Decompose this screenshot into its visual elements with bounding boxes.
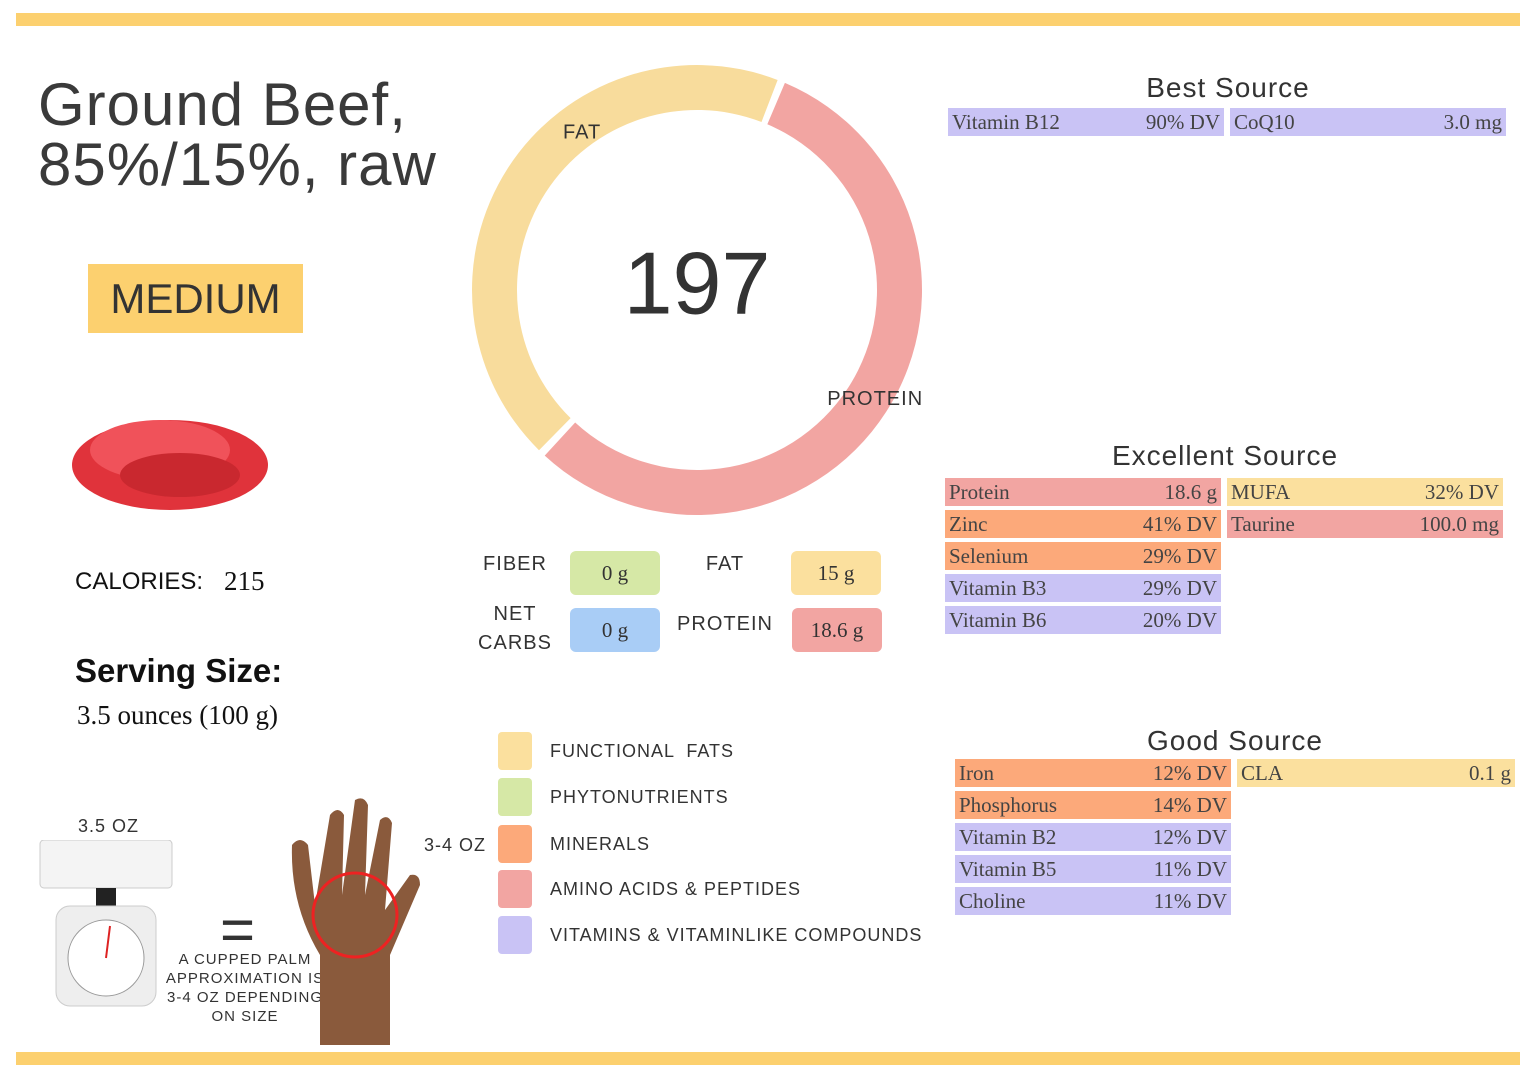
nutrient-value: 90% DV — [1145, 109, 1220, 134]
nutrient-name: MUFA — [1231, 479, 1291, 504]
nutrient-name: Taurine — [1231, 511, 1295, 536]
calories-label: CALORIES: — [75, 568, 204, 595]
note-line: A CUPPED PALM — [178, 951, 312, 968]
nutrient-row: MUFA 32% DV — [1227, 478, 1503, 506]
title: 85%/15%, raw — [38, 131, 437, 198]
legend-swatch — [498, 732, 532, 770]
hand-image — [291, 798, 420, 1045]
legend-label: FUNCTIONAL FATS — [550, 741, 735, 761]
nutrient-name: Protein — [949, 479, 1010, 504]
nutrient-name: Vitamin B6 — [949, 607, 1047, 632]
donut-label: PROTEIN — [827, 388, 923, 410]
scale-label: 3.5 OZ — [78, 816, 140, 836]
title: Ground Beef, — [38, 71, 407, 138]
macro-value: 0 g — [570, 551, 660, 595]
macro-label: NET CARBS — [478, 603, 552, 654]
nutrient-value: 11% DV — [1153, 888, 1227, 913]
nutrient-value: 12% DV — [1152, 824, 1227, 849]
nutrient-value: 18.6 g — [1164, 479, 1218, 504]
nutrient-name: CLA — [1241, 760, 1283, 785]
top-bar — [16, 13, 1520, 26]
legend-label: PHYTONUTRIENTS — [550, 787, 729, 807]
legend-label: MINERALS — [550, 834, 651, 854]
nutrient-row: CLA 0.1 g — [1237, 759, 1515, 787]
nutrient-name: Vitamin B3 — [949, 575, 1047, 600]
legend-swatch — [498, 870, 532, 908]
nutrient-value: 32% DV — [1424, 479, 1499, 504]
serving-label: Serving Size: — [75, 652, 283, 689]
nutrient-name: CoQ10 — [1234, 109, 1295, 134]
nutrient-row: Selenium 29% DV — [945, 542, 1221, 570]
legend-swatch — [498, 825, 532, 863]
note-line: APPROXIMATION IS — [165, 970, 325, 987]
nutrient-name: Phosphorus — [959, 792, 1058, 817]
hand-label: 3-4 OZ — [424, 835, 487, 855]
scale-image — [39, 840, 173, 1007]
section-title: Best Source — [1146, 72, 1310, 103]
nutrient-value: 20% DV — [1142, 607, 1217, 632]
nutrient-row: Zinc 41% DV — [945, 510, 1221, 538]
nutrient-row: Iron 12% DV — [955, 759, 1231, 787]
donut-center: 197 — [624, 233, 771, 332]
macro-label: FIBER — [483, 553, 547, 575]
nutrient-name: Iron — [959, 760, 994, 785]
nutrient-name: Zinc — [949, 511, 988, 536]
donut-segment — [544, 82, 922, 515]
nutrient-value: 12% DV — [1152, 760, 1227, 785]
equals: = — [220, 896, 256, 963]
macro-label: FAT — [705, 553, 745, 575]
serving-value: 3.5 ounces (100 g) — [77, 700, 278, 730]
beef-image — [72, 420, 268, 510]
badge: MEDIUM — [88, 264, 303, 333]
donut-label: FAT — [563, 122, 601, 144]
section-title: Good Source — [1147, 725, 1323, 756]
nutrient-row: Protein 18.6 g — [945, 478, 1221, 506]
nutrient-value: 41% DV — [1142, 511, 1217, 536]
nutrient-row: Phosphorus 14% DV — [955, 791, 1231, 819]
nutrient-name: Choline — [959, 888, 1026, 913]
legend-swatch — [498, 778, 532, 816]
nutrient-row: Vitamin B5 11% DV — [955, 855, 1231, 883]
donut: 197 PROTEIN FAT — [471, 64, 923, 515]
nutrient-row: Taurine 100.0 mg — [1227, 510, 1503, 538]
nutrient-row: Vitamin B3 29% DV — [945, 574, 1221, 602]
nutrient-name: Vitamin B2 — [959, 824, 1057, 849]
nutrient-value: 0.1 g — [1469, 760, 1511, 785]
nutrient-row: CoQ10 3.0 mg — [1230, 108, 1506, 136]
note-line: ON SIZE — [211, 1008, 279, 1025]
macro-value: 15 g — [791, 551, 881, 595]
bottom-bar — [16, 1052, 1520, 1065]
nutrient-row: Choline 11% DV — [955, 887, 1231, 915]
macro-value: 0 g — [570, 608, 660, 652]
nutrient-row: Vitamin B2 12% DV — [955, 823, 1231, 851]
nutrient-name: Vitamin B12 — [952, 109, 1060, 134]
nutrient-value: 29% DV — [1142, 543, 1217, 568]
donut-segment — [471, 64, 778, 451]
legend-swatch — [498, 916, 532, 954]
legend-label: AMINO ACIDS & PEPTIDES — [550, 879, 802, 899]
macro-value: 18.6 g — [792, 608, 882, 652]
nutrient-value: 14% DV — [1152, 792, 1227, 817]
macro-label: PROTEIN — [677, 613, 773, 635]
nutrient-row: Vitamin B12 90% DV — [948, 108, 1224, 136]
nutrient-name: Vitamin B5 — [959, 856, 1057, 881]
nutrient-value: 3.0 mg — [1443, 109, 1502, 134]
nutrient-name: Selenium — [949, 543, 1029, 568]
nutrient-row: Vitamin B6 20% DV — [945, 606, 1221, 634]
calories-value: 215 — [224, 566, 265, 596]
legend-label: VITAMINS & VITAMINLIKE COMPOUNDS — [550, 925, 923, 945]
nutrient-value: 100.0 mg — [1419, 511, 1499, 536]
nutrient-value: 11% DV — [1153, 856, 1227, 881]
note-line: 3-4 OZ DEPENDING — [166, 989, 324, 1006]
nutrient-value: 29% DV — [1142, 575, 1217, 600]
section-title: Excellent Source — [1111, 440, 1339, 471]
portion-note: A CUPPED PALM APPROXIMATION IS 3-4 OZ DEPE… — [160, 950, 330, 1026]
